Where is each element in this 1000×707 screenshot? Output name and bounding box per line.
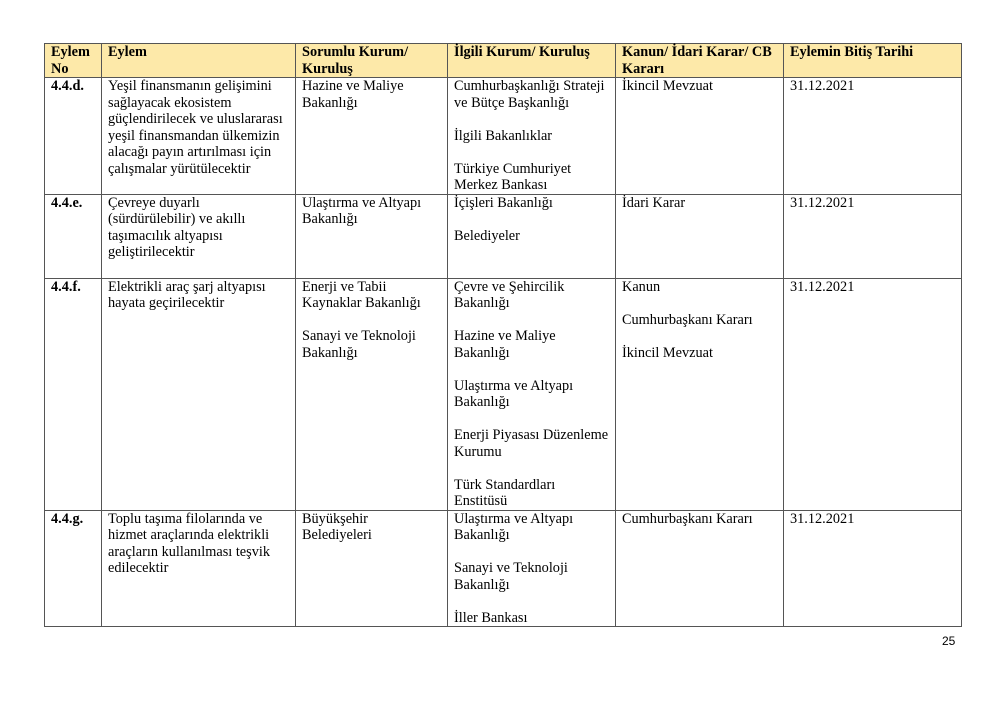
cell-ilgili-item: Ulaştırma ve Altyapı Bakanlığı (454, 510, 574, 544)
cell-tarih: 31.12.2021 (783, 277, 962, 511)
cell-kanun: İdari Karar (615, 193, 784, 279)
cell-kanun-item: Cumhurbaşkanı Kararı (622, 311, 753, 328)
cell-sorumlu-item: Hazine ve Maliye Bakanlığı (302, 78, 404, 111)
cell-eylem-no: 4.4.f. (44, 277, 102, 511)
header-kanun: Kanun/ İdari Karar/ CB Kararı (615, 43, 784, 78)
table-row: 4.4.g. Toplu taşıma filolarında ve hizmet… (44, 509, 962, 627)
cell-sorumlu: Enerji ve Tabii Kaynaklar Bakanlığı Sanay… (295, 277, 448, 511)
cell-kanun-item: İkincil Mevzuat (622, 344, 713, 361)
cell-eylem-no: 4.4.e. (44, 193, 102, 279)
cell-ilgili-item: Türk Standardları Enstitüsü (454, 476, 556, 510)
cell-kanun-item: Cumhurbaşkanı Kararı (622, 510, 753, 527)
cell-sorumlu-item: Ulaştırma ve Altyapı Bakanlığı (302, 194, 422, 228)
header-eylem: Eylem (101, 43, 296, 78)
cell-eylem: Toplu taşıma filolarında ve hizmet araçl… (101, 509, 296, 627)
cell-sorumlu-item: Büyükşehir Belediyeleri (302, 510, 372, 544)
cell-ilgili-item: Sanayi ve Teknoloji Bakanlığı (454, 560, 568, 593)
cell-tarih: 31.12.2021 (783, 193, 962, 279)
cell-kanun: İkincil Mevzuat (615, 77, 784, 195)
cell-ilgili-item: İller Bankası (454, 609, 528, 626)
cell-ilgili-item: İçişleri Bakanlığı (454, 194, 553, 211)
cell-ilgili-item: İlgili Bakanlıklar (454, 127, 553, 144)
cell-eylem-no: 4.4.g. (44, 509, 102, 627)
header-tarih: Eylemin Bitiş Tarihi (783, 43, 962, 78)
cell-tarih: 31.12.2021 (783, 509, 962, 627)
cell-kanun: Cumhurbaşkanı Kararı (615, 509, 784, 627)
cell-ilgili: Ulaştırma ve Altyapı Bakanlığı Sanayi ve … (447, 509, 616, 627)
cell-sorumlu: Ulaştırma ve Altyapı Bakanlığı (295, 193, 448, 279)
cell-ilgili-item: Cumhurbaşkanlığı Strateji ve Bütçe Başka… (454, 78, 605, 111)
cell-ilgili-item: Çevre ve Şehircilik Bakanlığı (454, 278, 565, 312)
cell-kanun-item: İkincil Mevzuat (622, 78, 713, 94)
cell-ilgili: İçişleri Bakanlığı Belediyeler (447, 193, 616, 279)
cell-kanun-item: İdari Karar (622, 194, 686, 211)
cell-ilgili: Çevre ve Şehircilik Bakanlığı Hazine ve M… (447, 277, 616, 511)
cell-kanun: Kanun Cumhurbaşkanı Kararı İkincil Mevzuat (615, 277, 784, 511)
table-header-row: Eylem No Eylem Sorumlu Kurum/ Kuruluş İl… (44, 43, 962, 78)
cell-ilgili-item: Enerji Piyasası Düzenleme Kurumu (454, 427, 609, 460)
cell-ilgili-item: Ulaştırma ve Altyapı Bakanlığı (454, 377, 574, 411)
header-ilgili: İlgili Kurum/ Kuruluş (447, 43, 616, 78)
cell-sorumlu-item: Sanayi ve Teknoloji Bakanlığı (302, 328, 416, 361)
cell-kanun-item: Kanun (622, 278, 661, 295)
table-row: 4.4.d. Yeşil finansmanın gelişimini sağla… (44, 77, 962, 195)
cell-ilgili: Cumhurbaşkanlığı Strateji ve Bütçe Başka… (447, 77, 616, 195)
header-sorumlu: Sorumlu Kurum/ Kuruluş (295, 43, 448, 78)
cell-tarih: 31.12.2021 (783, 77, 962, 195)
cell-eylem: Elektrikli araç şarj altyapısı hayata ge… (101, 277, 296, 511)
cell-ilgili-item: Türkiye Cumhuriyet Merkez Bankası (454, 160, 572, 194)
cell-sorumlu: Büyükşehir Belediyeleri (295, 509, 448, 627)
table-row: 4.4.f. Elektrikli araç şarj altyapısı hay… (44, 277, 962, 511)
cell-sorumlu-item: Enerji ve Tabii Kaynaklar Bakanlığı (302, 278, 421, 312)
cell-ilgili-item: Hazine ve Maliye Bakanlığı (454, 328, 556, 361)
action-plan-table: Eylem No Eylem Sorumlu Kurum/ Kuruluş İl… (44, 43, 962, 627)
cell-eylem-no: 4.4.d. (44, 77, 102, 195)
header-eylem-no: Eylem No (44, 43, 102, 78)
page-number: 25 (942, 634, 956, 648)
table-row: 4.4.e. Çevreye duyarlı (sürdürülebilir) v… (44, 193, 962, 279)
cell-eylem: Çevreye duyarlı (sürdürülebilir) ve akıl… (101, 193, 296, 279)
cell-ilgili-item: Belediyeler (454, 227, 520, 244)
cell-sorumlu: Hazine ve Maliye Bakanlığı (295, 77, 448, 195)
cell-eylem: Yeşil finansmanın gelişimini sağlayacak … (101, 77, 296, 195)
